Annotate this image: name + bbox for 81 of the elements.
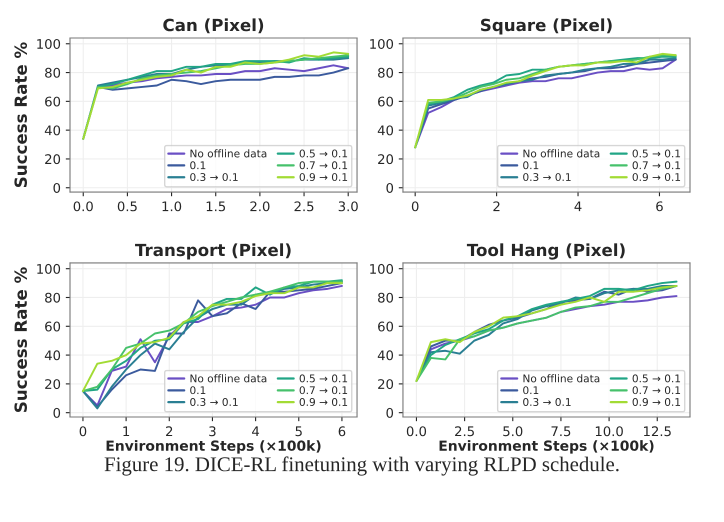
y-tick-label: 60 <box>378 322 394 332</box>
y-tick-label: 20 <box>378 379 394 390</box>
y-tick-label: 80 <box>378 68 394 78</box>
y-tick-label: 100 <box>37 38 60 49</box>
legend-label: 0.7 → 0.1 <box>632 386 680 394</box>
legend-label: 0.1 <box>523 161 538 170</box>
y-tick-label: 20 <box>45 154 60 164</box>
x-tick-label: 0.0 <box>406 426 426 436</box>
x-tick-label: 1.0 <box>162 201 182 212</box>
y-tick-label: 80 <box>378 292 394 303</box>
x-tick-label: 4 <box>574 202 582 212</box>
y-tick-label: 100 <box>370 38 394 49</box>
y-tick-label: 0 <box>53 408 60 418</box>
x-tick-label: 0.5 <box>118 201 137 212</box>
legend-label: 0.9 → 0.1 <box>632 173 680 182</box>
x-tick-label: 3 <box>209 426 216 436</box>
y-tick-label: 0 <box>386 408 394 418</box>
legend-label: No offline data <box>523 374 600 382</box>
x-tick-label: 0 <box>80 426 86 436</box>
y-tick-label: 100 <box>370 264 394 274</box>
caption: Figure 19. DICE-RL finetuning with varying RLPD schedule. <box>104 456 619 476</box>
legend-label: 0.3 → 0.1 <box>523 398 571 406</box>
x-tick-label: 6 <box>656 201 663 212</box>
y-tick-label: 40 <box>44 350 60 360</box>
legend-label: 0.1 <box>190 386 206 394</box>
legend-label: 0.7 → 0.1 <box>300 386 348 394</box>
legend-label: 0.1 <box>523 386 538 394</box>
y-axis-title: Success Rate % <box>14 267 28 412</box>
legend-label: 0.5 → 0.1 <box>632 149 680 158</box>
legend-label: 0.9 → 0.1 <box>632 398 680 406</box>
y-tick-label: 40 <box>378 350 394 360</box>
y-tick-label: 20 <box>378 154 394 164</box>
legend-label: 0.1 <box>190 161 206 170</box>
legend-label: 0.5 → 0.1 <box>300 149 348 158</box>
x-axis-title: Environment Steps (×100k) <box>440 440 654 454</box>
y-tick-label: 80 <box>45 68 60 78</box>
x-tick-label: 1.5 <box>206 202 226 212</box>
x-tick-label: 2.0 <box>250 201 270 212</box>
legend-label: 0.3 → 0.1 <box>523 173 571 182</box>
legend-label: No offline data <box>190 374 266 382</box>
y-tick-label: 20 <box>45 379 60 390</box>
x-tick-label: 7.5 <box>552 426 570 436</box>
x-tick-label: 4 <box>252 426 260 436</box>
legend-label: No offline data <box>190 149 266 158</box>
x-tick-label: 0.0 <box>74 201 93 212</box>
chart-title: Transport (Pixel) <box>135 243 291 260</box>
y-tick-label: 60 <box>45 322 60 332</box>
legend-label: 0.7 → 0.1 <box>632 161 680 170</box>
chart-title: Can (Pixel) <box>163 18 264 34</box>
x-tick-label: 0 <box>412 201 418 212</box>
x-axis-title: Environment Steps (×100k) <box>106 440 321 454</box>
chart-title: Square (Pixel) <box>481 18 612 35</box>
legend-label: 0.9 → 0.1 <box>300 173 348 182</box>
legend-label: 0.5 → 0.1 <box>632 374 680 382</box>
x-tick-label: 2.5 <box>455 426 474 436</box>
y-tick-label: 0 <box>386 182 394 193</box>
legend-label: No offline data <box>523 149 600 158</box>
legend-label: 0.7 → 0.1 <box>300 161 348 170</box>
x-tick-label: 2.5 <box>294 201 314 212</box>
x-tick-label: 5 <box>296 426 302 436</box>
legend-label: 0.3 → 0.1 <box>190 173 238 182</box>
x-tick-label: 5.0 <box>503 426 522 436</box>
x-tick-label: 12.5 <box>644 426 671 436</box>
y-tick-label: 60 <box>378 96 394 107</box>
x-tick-label: 10.0 <box>596 426 623 436</box>
y-tick-label: 40 <box>44 125 60 136</box>
x-tick-label: 3.0 <box>338 201 358 212</box>
chart-title: Tool Hang (Pixel) <box>466 243 625 260</box>
x-tick-label: 2 <box>493 201 500 212</box>
y-tick-label: 60 <box>45 96 60 107</box>
y-tick-label: 80 <box>45 292 60 303</box>
y-axis-title: Success Rate % <box>14 42 28 188</box>
y-tick-label: 0 <box>53 182 60 193</box>
legend-label: 0.3 → 0.1 <box>190 398 238 406</box>
y-tick-label: 40 <box>378 125 394 136</box>
x-tick-label: 6 <box>338 426 346 436</box>
legend-label: 0.5 → 0.1 <box>300 374 348 382</box>
y-tick-label: 100 <box>37 264 60 274</box>
x-tick-label: 1 <box>123 426 130 436</box>
x-tick-label: 2 <box>166 426 172 436</box>
legend-label: 0.9 → 0.1 <box>300 398 348 406</box>
